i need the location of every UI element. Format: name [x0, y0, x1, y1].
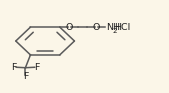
Text: F: F: [34, 63, 39, 72]
Text: F: F: [11, 63, 17, 72]
Text: NH: NH: [106, 23, 120, 32]
Text: F: F: [23, 72, 28, 81]
Text: O: O: [65, 23, 73, 32]
Text: HCl: HCl: [114, 23, 130, 32]
Text: 2: 2: [112, 28, 117, 34]
Text: O: O: [93, 23, 100, 32]
